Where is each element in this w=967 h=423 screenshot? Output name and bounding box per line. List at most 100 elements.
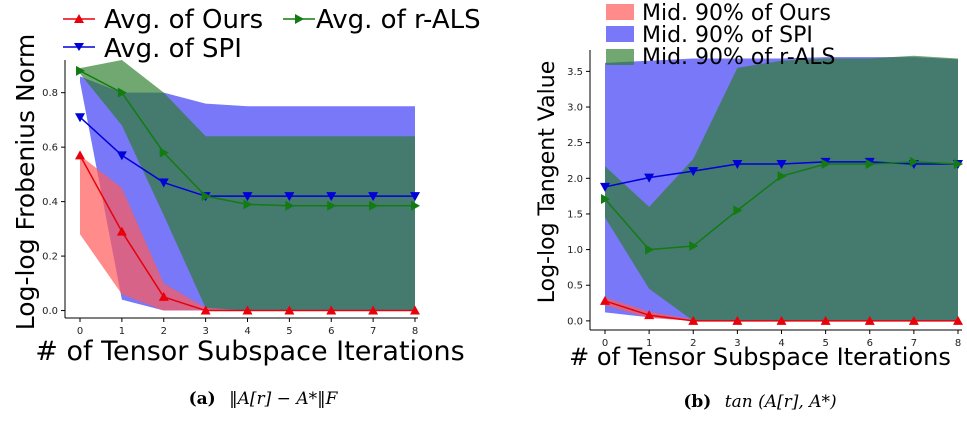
chart-a-legend-marker-spi: [74, 43, 84, 51]
chart-a-series-1-point-1: [116, 151, 127, 161]
chart-b-series-0-point-4: [776, 315, 787, 325]
chart-a-y-axis-title: Log-log Frobenius Norm: [11, 34, 40, 330]
chart-a: 0 1 2 3 4 5 6 7 8 0.0 0.2 0.4 0.6 0.8 # of Tensor Su…: [11, 5, 481, 409]
chart-a-legend-item-ours: Avg. of Ours: [63, 5, 263, 35]
chart-b-x-tick-label-3: 3: [734, 338, 740, 349]
chart-b-series-1-point-1: [644, 173, 655, 183]
chart-b-y-tick-label-4: 2.0: [567, 174, 583, 185]
chart-b-y-tick-label-5: 2.5: [567, 138, 583, 149]
chart-a-y-tick-label-4: 0.8: [42, 88, 58, 99]
chart-b-series-2-point-6: [865, 159, 875, 170]
chart-b-caption-label: (b): [683, 392, 711, 412]
chart-a-legend-item-rals: Avg. of r-ALS: [283, 5, 481, 35]
chart-a-series-2-point-2: [159, 147, 169, 158]
chart-b-series-2-point-2: [689, 241, 699, 252]
chart-a-series-2-point-5: [285, 200, 295, 211]
chart-a-legend-marker-ours: [74, 14, 84, 23]
chart-b-x-ticks: 0 1 2 3 4 5 6 7 8: [602, 330, 961, 349]
chart-b-x-tick-label-8: 8: [955, 338, 961, 349]
chart-b-legend-label-rals: Mid. 90% of r-ALS: [642, 45, 836, 70]
chart-b-y-tick-label-1: 0.5: [567, 281, 583, 292]
chart-a-legend-item-spi: Avg. of SPI: [63, 34, 242, 64]
chart-a-y-tick-label-3: 0.6: [42, 143, 58, 154]
chart-b-series-2-point-7: [909, 156, 919, 167]
chart-a-legend-label-ours: Avg. of Ours: [104, 5, 263, 35]
chart-b-x-tick-label-4: 4: [778, 338, 784, 349]
chart-a-series-0-point-8: [410, 305, 420, 315]
chart-a-series-0-point-3: [200, 305, 211, 315]
chart-b-series-0-point-8: [953, 315, 963, 325]
chart-a-series-0-point-0: [75, 150, 85, 160]
chart-a-caption: (a) ‖A[r] − A*‖F: [189, 389, 339, 409]
chart-b-series-0-point-0: [600, 295, 610, 305]
chart-b-series-0-point-3: [732, 315, 743, 325]
chart-a-band-2: [80, 60, 415, 311]
chart-a-caption-formula: ‖A[r] − A*‖F: [229, 389, 338, 409]
chart-a-series-2-point-7: [369, 200, 379, 211]
chart-b-series-1-point-3: [732, 160, 743, 170]
chart-b-bands: [605, 55, 958, 321]
chart-b-legend-label-spi: Mid. 90% of SPI: [642, 23, 813, 48]
chart-b-series-0-point-2: [688, 315, 699, 325]
chart-a-x-tick-label-8: 8: [412, 326, 418, 337]
chart-a-series-2-point-8: [411, 200, 420, 211]
chart-b: 0 1 2 3 4 5 6 7 8 0.0 0.5 1.0 1.5 2.0 2.5 3.0 3.5 # of …: [535, 1, 963, 412]
chart-b-caption-formula: tan (A[r], A*): [725, 392, 837, 412]
chart-b-x-tick-label-6: 6: [867, 338, 873, 349]
chart-b-series-2-point-8: [954, 159, 963, 170]
chart-a-series-2-point-1: [117, 87, 127, 98]
chart-b-axes: [589, 50, 962, 331]
chart-a-x-tick-label-2: 2: [161, 326, 167, 337]
chart-a-bands: [80, 60, 415, 311]
chart-b-legend-swatch-rals: [606, 49, 634, 65]
chart-b-legend-label-ours: Mid. 90% of Ours: [642, 1, 831, 26]
chart-b-series-2-point-0: [601, 193, 610, 204]
chart-b-series-2-point-5: [821, 159, 831, 170]
chart-b-series-2-point-3: [733, 205, 743, 216]
chart-b-band-2: [605, 55, 958, 321]
chart-a-caption-label: (a): [189, 389, 216, 409]
chart-b-series-0-point-6: [864, 315, 875, 325]
chart-a-series-1-point-6: [326, 192, 337, 202]
chart-a-series-1-point-2: [158, 178, 169, 188]
chart-b-legend-swatch-spi: [606, 26, 634, 42]
chart-a-series-1-point-0: [75, 113, 85, 123]
chart-a-series-0-point-4: [242, 305, 253, 315]
chart-a-series-1-point-5: [284, 192, 295, 202]
chart-b-lines: [600, 156, 963, 325]
chart-a-series-1-point-4: [242, 192, 253, 202]
chart-b-series-0-point-7: [908, 315, 919, 325]
chart-a-series-0-point-7: [368, 305, 379, 315]
chart-b-y-tick-label-7: 3.5: [567, 67, 583, 78]
chart-b-x-tick-label-5: 5: [822, 338, 828, 349]
chart-a-legend: Avg. of Ours Avg. of r-ALS Avg. of SPI: [63, 5, 481, 64]
chart-a-series-2-point-3: [201, 191, 211, 202]
chart-b-series-0-point-5: [820, 315, 831, 325]
chart-b-legend-item-spi: Mid. 90% of SPI: [606, 23, 813, 48]
chart-a-series-0-point-2: [158, 291, 169, 301]
chart-a-series-0-point-5: [284, 305, 295, 315]
chart-b-caption: (b) tan (A[r], A*): [683, 392, 836, 412]
chart-b-x-tick-label-2: 2: [690, 338, 696, 349]
chart-b-x-tick-label-7: 7: [911, 338, 917, 349]
chart-b-legend-swatch-ours: [606, 4, 634, 20]
chart-a-y-tick-label-2: 0.4: [42, 197, 58, 208]
chart-a-y-tick-label-1: 0.2: [42, 252, 58, 263]
chart-a-legend-label-spi: Avg. of SPI: [104, 34, 242, 64]
chart-a-x-tick-label-5: 5: [286, 326, 292, 337]
chart-b-series-1-point-0: [600, 182, 610, 192]
chart-a-x-tick-label-6: 6: [328, 326, 334, 337]
chart-b-legend-item-rals: Mid. 90% of r-ALS: [606, 45, 836, 70]
chart-b-y-tick-label-6: 3.0: [567, 103, 583, 114]
chart-a-y-ticks: 0.0 0.2 0.4 0.6 0.8: [42, 88, 65, 317]
chart-a-x-tick-label-3: 3: [202, 326, 208, 337]
chart-a-legend-marker-rals: [295, 14, 304, 24]
chart-b-x-tick-label-1: 1: [646, 338, 652, 349]
chart-a-legend-label-rals: Avg. of r-ALS: [316, 5, 481, 35]
chart-b-y-tick-label-2: 1.0: [567, 245, 583, 256]
chart-a-x-tick-label-4: 4: [244, 326, 250, 337]
chart-b-series-1-point-4: [776, 160, 787, 170]
chart-b-x-tick-label-0: 0: [602, 338, 608, 349]
chart-b-legend: Mid. 90% of Ours Mid. 90% of SPI Mid. 90…: [606, 1, 836, 70]
